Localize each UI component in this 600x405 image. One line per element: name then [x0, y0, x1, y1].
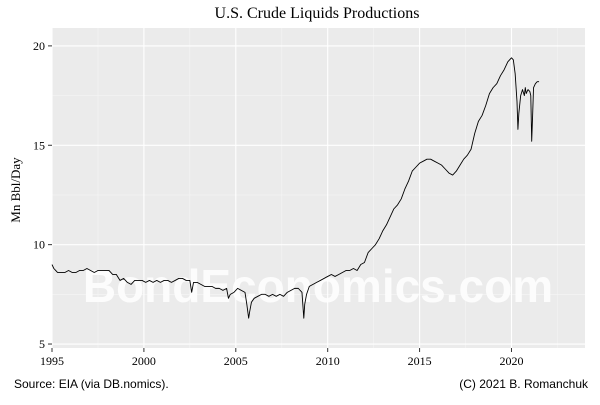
x-tick-label: 2010	[316, 354, 340, 368]
source-note: Source: EIA (via DB.nomics).	[14, 377, 169, 391]
x-tick-label: 2005	[224, 354, 248, 368]
series-layer	[51, 57, 540, 319]
plot-panel	[52, 28, 585, 348]
x-tick-label: 1995	[40, 354, 64, 368]
series-line	[51, 57, 540, 319]
watermark: BondEconomics.com	[83, 260, 553, 312]
y-axis-label: Mn Bbl/Day	[8, 157, 23, 223]
y-tick-label: 5	[39, 337, 45, 351]
x-tick-label: 2000	[132, 354, 156, 368]
y-tick-label: 15	[33, 138, 45, 152]
x-tick-label: 2020	[499, 354, 523, 368]
x-tick-label: 2015	[408, 354, 432, 368]
y-tick-label: 20	[33, 39, 45, 53]
y-tick-label: 10	[33, 238, 45, 252]
axes: 1995 2000 2005 2010 2015 2020 5 10 15 20	[33, 39, 523, 368]
chart-title: U.S. Crude Liquids Productions	[215, 5, 420, 22]
credit-note: (C) 2021 B. Romanchuk	[459, 377, 589, 391]
grid-lines	[51, 28, 585, 348]
